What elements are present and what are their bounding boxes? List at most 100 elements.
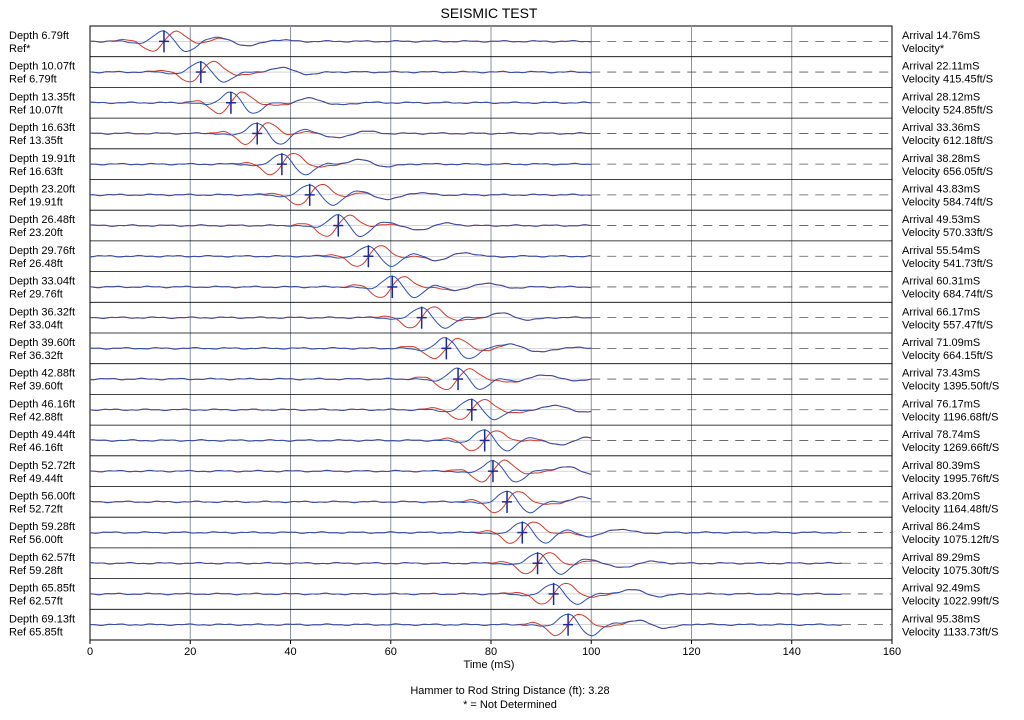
x-axis: 0 20 40 60 80 100 120 140 160 — [87, 640, 901, 658]
trace-velocity-label: Velocity 570.33ft/S — [902, 227, 993, 239]
trace-channel-a — [89, 398, 592, 420]
chart-title: SEISMIC TEST — [441, 5, 538, 21]
trace-channel-b — [89, 214, 592, 237]
trace-velocity-label: Velocity 1075.30ft/S — [902, 565, 999, 577]
trace-velocity-label: Velocity 1196.68ft/S — [902, 411, 998, 423]
trace-ref-label: Ref 19.91ft — [9, 197, 63, 209]
trace-channel-b — [89, 460, 592, 483]
x-tick-label: 40 — [284, 646, 296, 658]
trace-velocity-label: Velocity 664.15ft/S — [902, 350, 993, 362]
trace-velocity-label: Velocity 1395.50ft/S — [902, 381, 999, 393]
trace-depth-label: Depth 65.85ft — [9, 583, 75, 595]
trace-velocity-label: Velocity 656.05ft/S — [902, 166, 993, 178]
trace-channel-b — [89, 184, 592, 206]
trace-arrival-label: Arrival 86.24mS — [902, 521, 980, 533]
trace-arrival-label: Arrival 95.38mS — [902, 613, 980, 625]
trace-channel-b — [89, 398, 592, 421]
trace-depth-label: Depth 52.72ft — [9, 460, 75, 472]
trace-ref-label: Ref 46.16ft — [9, 442, 63, 454]
trace-ref-label: Ref 49.44ft — [9, 473, 63, 485]
trace-depth-label: Depth 36.32ft — [9, 306, 75, 318]
trace-ref-label: Ref 26.48ft — [9, 258, 63, 270]
trace-arrival-label: Arrival 28.12mS — [902, 91, 980, 103]
x-tick-label: 100 — [582, 646, 600, 658]
trace-arrival-label: Arrival 80.39mS — [902, 460, 980, 472]
trace-velocity-label: Velocity 1075.12ft/S — [902, 534, 999, 546]
x-tick-label: 20 — [184, 646, 196, 658]
trace-depth-label: Depth 42.88ft — [9, 368, 75, 380]
trace-ref-label: Ref 10.07ft — [9, 104, 63, 116]
trace-depth-label: Depth 69.13ft — [9, 613, 75, 625]
trace-arrival-label: Arrival 73.43mS — [902, 368, 980, 380]
trace-channel-b — [89, 245, 592, 267]
trace-depth-label: Depth 46.16ft — [9, 398, 75, 410]
x-axis-label: Time (mS) — [464, 659, 515, 671]
trace-depth-label: Depth 33.04ft — [9, 276, 75, 288]
trace-arrival-label: Arrival 66.17mS — [902, 306, 980, 318]
trace-arrival-label: Arrival 76.17mS — [902, 398, 980, 410]
trace-ref-label: Ref 65.85ft — [9, 626, 63, 638]
trace-channel-a — [89, 430, 592, 452]
trace-arrival-label: Arrival 92.49mS — [902, 583, 980, 595]
trace-velocity-label: Velocity 1269.66ft/S — [902, 442, 999, 454]
trace-velocity-label: Velocity 557.47ft/S — [902, 319, 993, 331]
trace-channel-b — [89, 552, 842, 575]
trace-channel-b — [89, 122, 592, 145]
trace-arrival-label: Arrival 89.29mS — [902, 552, 980, 564]
trace-ref-label: Ref 62.57ft — [9, 596, 63, 608]
trace-velocity-label: Velocity 1995.76ft/S — [902, 473, 999, 485]
trace-depth-label: Depth 62.57ft — [9, 552, 75, 564]
trace-ref-label: Ref 33.04ft — [9, 319, 63, 331]
trace-velocity-label: Velocity* — [902, 43, 945, 55]
trace-depth-label: Depth 13.35ft — [9, 91, 75, 103]
trace-depth-label: Depth 29.76ft — [9, 245, 75, 257]
x-tick-label: 80 — [485, 646, 497, 658]
trace-arrival-label: Arrival 83.20mS — [902, 491, 980, 503]
trace-channel-b — [89, 429, 592, 452]
trace-velocity-label: Velocity 524.85ft/S — [902, 104, 993, 116]
trace-velocity-label: Velocity 415.45ft/S — [902, 74, 993, 86]
trace-channel-b — [90, 61, 592, 83]
trace-ref-label: Ref 13.35ft — [9, 135, 63, 147]
trace-ref-label: Ref 39.60ft — [9, 381, 63, 393]
trace-depth-label: Depth 10.07ft — [9, 61, 75, 73]
trace-arrival-label: Arrival 14.76mS — [902, 30, 980, 42]
x-tick-label: 140 — [783, 646, 801, 658]
trace-channel-b — [89, 367, 592, 390]
trace-velocity-label: Velocity 612.18ft/S — [902, 135, 993, 147]
trace-arrival-label: Arrival 78.74mS — [902, 429, 980, 441]
trace-channel-b — [89, 337, 592, 359]
footer-note: * = Not Determined — [463, 699, 557, 711]
trace-channel-a — [90, 60, 592, 83]
trace-depth-label: Depth 26.48ft — [9, 214, 75, 226]
trace-arrival-label: Arrival 38.28mS — [902, 153, 980, 165]
trace-arrival-label: Arrival 33.36mS — [902, 122, 980, 134]
trace-velocity-label: Velocity 541.73ft/S — [902, 258, 993, 270]
trace-channel-b — [89, 91, 592, 114]
trace-velocity-label: Velocity 584.74ft/S — [902, 197, 993, 209]
x-tick-label: 0 — [87, 646, 93, 658]
trace-channel-b — [89, 521, 842, 544]
trace-channel-a — [89, 183, 592, 206]
trace-velocity-label: Velocity 1164.48ft/S — [902, 504, 998, 516]
trace-channel-b — [90, 307, 592, 329]
trace-depth-label: Depth 49.44ft — [9, 429, 75, 441]
trace-depth-label: Depth 16.63ft — [9, 122, 75, 134]
trace-ref-label: Ref 42.88ft — [9, 411, 63, 423]
trace-arrival-label: Arrival 55.54mS — [902, 245, 980, 257]
